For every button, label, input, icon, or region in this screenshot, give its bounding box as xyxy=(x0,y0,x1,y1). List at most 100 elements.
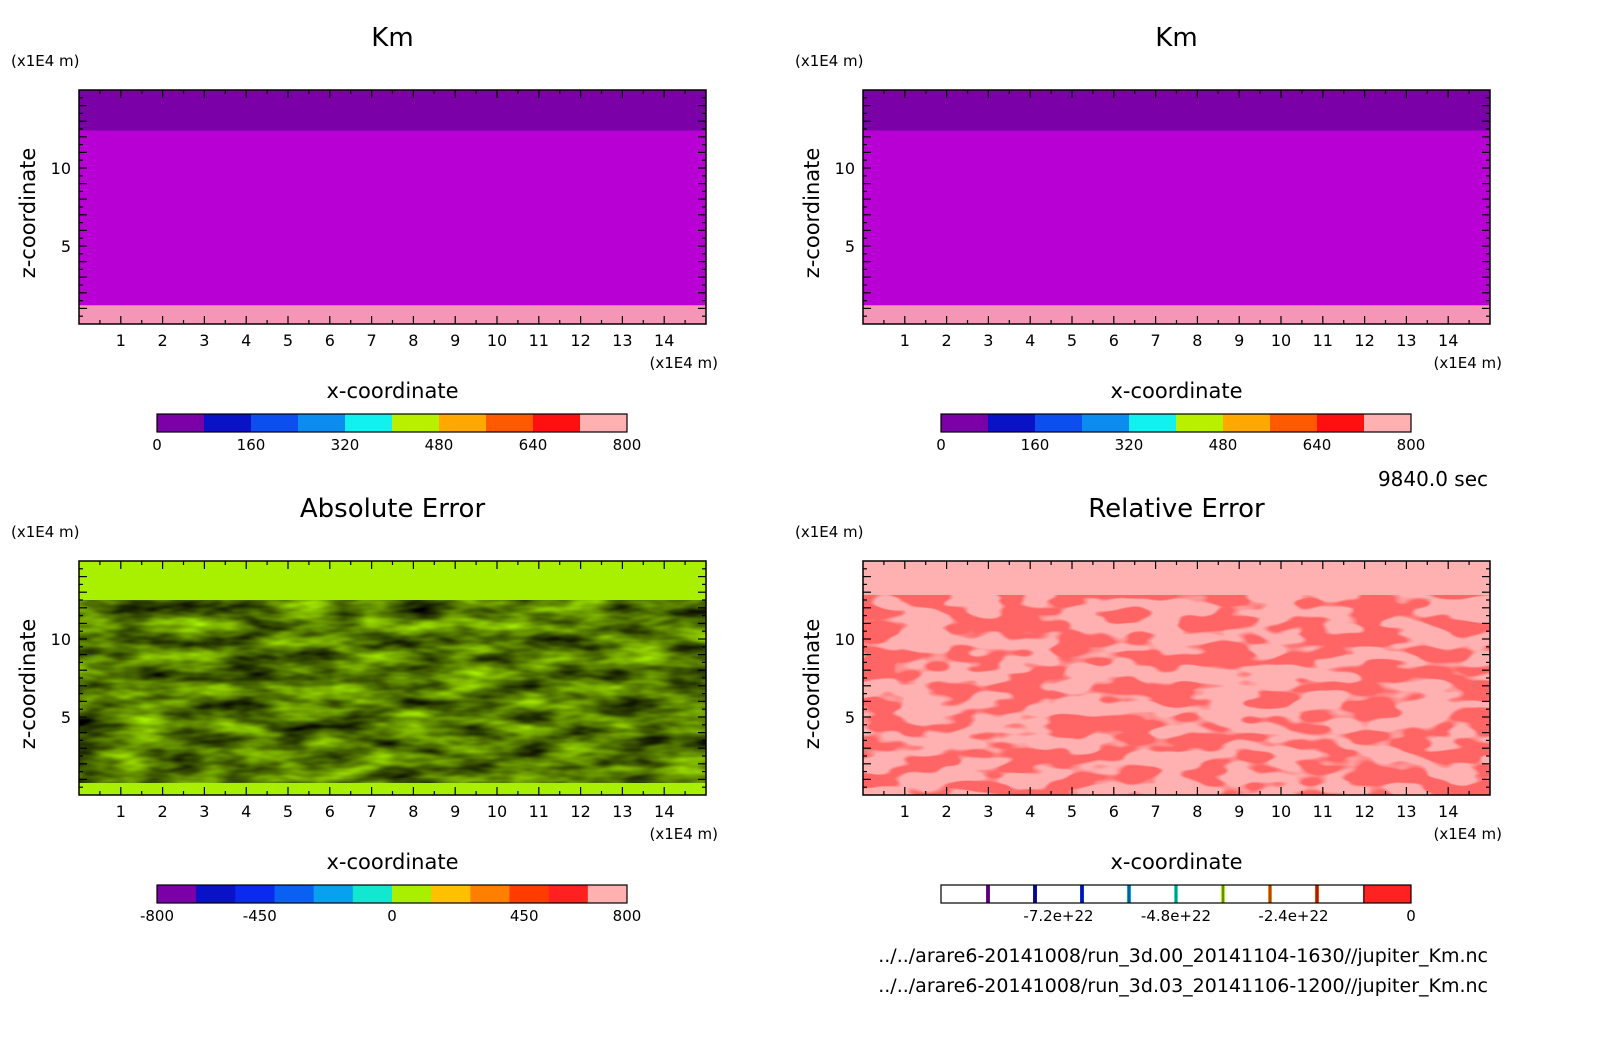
y-tick-label: 10 xyxy=(835,159,855,178)
colorbar-segment xyxy=(486,414,534,432)
colorbar-tick-label: 0 xyxy=(152,436,162,454)
colorbar-tick-label: 800 xyxy=(613,907,642,925)
colorbar-segment xyxy=(431,885,471,903)
x-axis: 1 2 3 4 5 6 7 8 9 10 11 12 13 14 xyxy=(883,561,1470,821)
colorbar-tick-label: 450 xyxy=(510,907,539,925)
colorbar-segment xyxy=(274,885,315,903)
x-tick-label: 3 xyxy=(199,802,209,821)
colorbar: -7.2e+22 -4.8e+22 -2.4e+22 0 xyxy=(940,884,1416,925)
x-tick-label: 6 xyxy=(325,331,335,350)
y-axis: 5 10 xyxy=(51,568,706,788)
heatmap-top-layer xyxy=(79,90,706,131)
panel-km-left: Km(x1E4 m)1 2 3 4 5 6 7 8 9 10 11 12 13 14(x1E4 m)x-c… xyxy=(11,23,718,454)
x-tick-label: 9 xyxy=(450,802,460,821)
x-tick-label: 10 xyxy=(1271,802,1291,821)
chart-title: Km xyxy=(371,23,413,53)
x-tick-label: 12 xyxy=(570,802,590,821)
colorbar-tick-label: -2.4e+22 xyxy=(1258,907,1328,925)
x-tick-label: 1 xyxy=(900,331,910,350)
x-unit-label: (x1E4 m) xyxy=(649,825,718,843)
x-tick-label: 5 xyxy=(283,802,293,821)
colorbar-frame xyxy=(940,884,1412,904)
x-tick-label: 14 xyxy=(1438,802,1458,821)
x-axis: 1 2 3 4 5 6 7 8 9 10 11 12 13 14 xyxy=(99,561,686,821)
y-axis-title: z-coordinate xyxy=(16,148,40,279)
y-unit-label: (x1E4 m) xyxy=(795,523,864,541)
panel-km-right: Km(x1E4 m)1 2 3 4 5 6 7 8 9 10 11 12 13 14(x1E4 m)x-c… xyxy=(795,23,1502,454)
colorbar-segment xyxy=(509,885,550,903)
colorbar-segment xyxy=(941,414,989,432)
colorbar-tick-label: 0 xyxy=(387,907,397,925)
colorbar-tick-label: -800 xyxy=(140,907,174,925)
colorbar-segment xyxy=(251,414,299,432)
heatmap-field xyxy=(79,561,706,795)
x-axis-title: x-coordinate xyxy=(326,379,458,403)
y-unit-label: (x1E4 m) xyxy=(11,523,80,541)
y-tick-label: 5 xyxy=(845,237,855,256)
heatmap-noise xyxy=(863,595,1490,795)
y-axis: 5 10 xyxy=(835,568,1490,788)
heatmap-field xyxy=(863,561,1490,795)
colorbar-tick-label: 160 xyxy=(237,436,266,454)
x-unit-label: (x1E4 m) xyxy=(649,354,718,372)
x-tick-label: 1 xyxy=(116,331,126,350)
x-tick-label: 9 xyxy=(1234,331,1244,350)
x-tick-label: 12 xyxy=(1354,802,1374,821)
heatmap-noise xyxy=(79,600,706,783)
x-tick-label: 9 xyxy=(450,331,460,350)
colorbar-segment xyxy=(1176,414,1224,432)
colorbar: 0 160 320 480 640 800 xyxy=(936,413,1425,454)
colorbar-segment xyxy=(345,414,393,432)
colorbar-segment xyxy=(548,885,589,903)
file-path-1: ../../arare6-20141008/run_3d.00_20141104… xyxy=(878,945,1488,967)
colorbar-segment xyxy=(470,885,510,903)
y-unit-label: (x1E4 m) xyxy=(795,52,864,70)
x-tick-label: 13 xyxy=(612,802,632,821)
y-axis: 5 10 xyxy=(835,97,1490,317)
x-axis-title: x-coordinate xyxy=(1110,379,1242,403)
colorbar-tick-label: -4.8e+22 xyxy=(1141,907,1211,925)
colorbar-segment xyxy=(1363,885,1411,903)
colorbar-segment xyxy=(352,885,393,903)
colorbar-tick-label: 0 xyxy=(936,436,946,454)
heatmap-field xyxy=(863,90,1490,324)
y-tick-label: 5 xyxy=(845,708,855,727)
x-tick-label: 6 xyxy=(1109,802,1119,821)
x-tick-label: 1 xyxy=(116,802,126,821)
x-tick-label: 14 xyxy=(654,331,674,350)
x-tick-label: 4 xyxy=(1025,802,1035,821)
x-tick-label: 10 xyxy=(487,802,507,821)
x-unit-label: (x1E4 m) xyxy=(1433,825,1502,843)
y-tick-label: 5 xyxy=(61,708,71,727)
panel-relative-error: Relative Error(x1E4 m)1 2 3 4 5 6 7 8 9 10 11 12 13 1… xyxy=(795,494,1502,925)
x-tick-label: 14 xyxy=(1438,331,1458,350)
colorbar-segment xyxy=(533,414,581,432)
x-tick-label: 13 xyxy=(1396,331,1416,350)
colorbar-segment xyxy=(298,414,346,432)
x-tick-label: 12 xyxy=(1354,331,1374,350)
colorbar-segment xyxy=(988,414,1036,432)
x-axis-title: x-coordinate xyxy=(326,850,458,874)
y-axis-title: z-coordinate xyxy=(800,619,824,750)
colorbar-segment xyxy=(157,885,197,903)
chart-title: Absolute Error xyxy=(300,494,486,524)
x-tick-label: 13 xyxy=(1396,802,1416,821)
heatmap-bottom-layer xyxy=(863,305,1490,324)
colorbar-segment xyxy=(204,414,252,432)
x-tick-label: 8 xyxy=(1192,802,1202,821)
colorbar-segment xyxy=(313,885,354,903)
x-tick-label: 5 xyxy=(283,331,293,350)
x-tick-label: 2 xyxy=(158,802,168,821)
chart-title: Relative Error xyxy=(1088,494,1265,524)
colorbar-segment xyxy=(235,885,275,903)
colorbar-segment xyxy=(1223,414,1271,432)
x-tick-label: 4 xyxy=(241,802,251,821)
colorbar: -800 -450 0 450 800 xyxy=(140,884,642,925)
x-tick-label: 2 xyxy=(158,331,168,350)
x-tick-label: 7 xyxy=(1151,802,1161,821)
heatmap-field xyxy=(79,90,706,324)
heatmap-bottom-layer xyxy=(79,305,706,324)
x-tick-label: 6 xyxy=(325,802,335,821)
y-tick-label: 10 xyxy=(835,630,855,649)
